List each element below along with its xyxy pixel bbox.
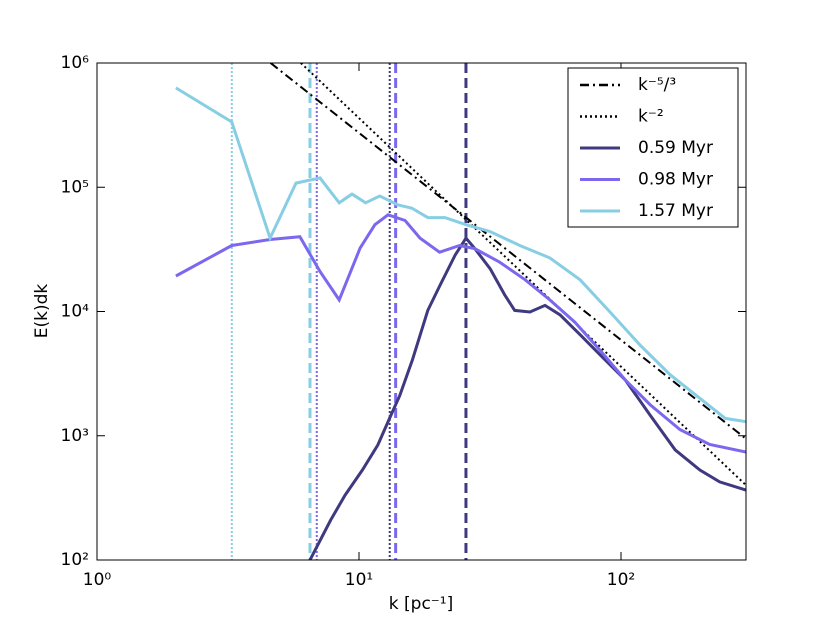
series-line	[300, 63, 746, 486]
series-line	[175, 86, 746, 424]
series-line	[308, 235, 746, 560]
x-axis-label: k [pc⁻¹]	[389, 594, 453, 614]
y-tick-label: 10²	[61, 550, 89, 570]
y-tick-label: 10³	[61, 426, 89, 446]
series-line	[175, 213, 746, 454]
y-tick-label: 10⁶	[61, 53, 90, 73]
x-tick-label: 10¹	[345, 570, 373, 590]
legend-label: 0.98 Myr	[638, 170, 713, 190]
legend-label: 0.59 Myr	[638, 138, 713, 158]
legend-label: 1.57 Myr	[638, 201, 713, 221]
y-tick-label: 10⁴	[61, 302, 90, 322]
plot-frame	[96, 62, 747, 561]
plot-area	[175, 63, 746, 560]
series-line	[269, 63, 746, 440]
legend-label: k⁻⁵/³	[638, 75, 676, 95]
x-tick-label: 10²	[607, 570, 635, 590]
y-axis-label: E(k)dk	[32, 284, 52, 339]
legend-label: k⁻²	[638, 107, 664, 127]
x-tick-label: 10⁰	[83, 570, 112, 590]
y-tick-label: 10⁵	[61, 177, 89, 197]
